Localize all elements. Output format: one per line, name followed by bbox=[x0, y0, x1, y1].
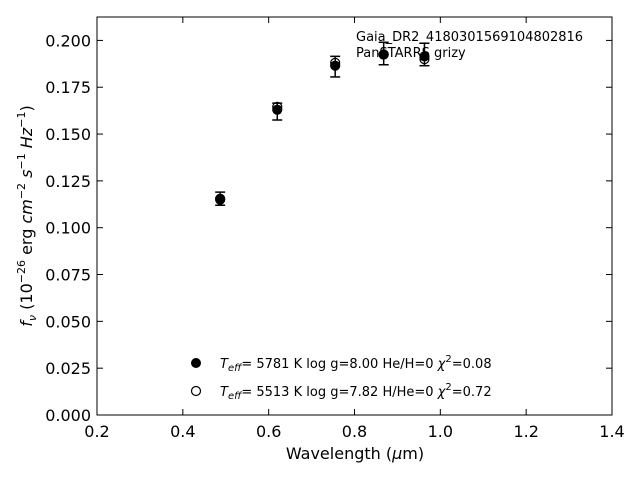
legend: Teff= 5781 K log g=8.00 He/H=0 χ2=0.08 T… bbox=[190, 354, 492, 402]
legend-marker-filled bbox=[191, 358, 201, 368]
y-tick-label: 0.125 bbox=[45, 172, 91, 191]
y-tick-label: 0.075 bbox=[45, 266, 91, 285]
legend-marker-open bbox=[190, 385, 202, 397]
x-tick-label: 1.2 bbox=[513, 422, 538, 441]
y-tick-label: 0.150 bbox=[45, 125, 91, 144]
model-point-open bbox=[419, 54, 430, 65]
y-tick-label: 0.175 bbox=[45, 78, 91, 97]
axis-ticks bbox=[96, 17, 613, 416]
y-tick-label: 0.050 bbox=[45, 312, 91, 331]
y-tick-label: 0.000 bbox=[45, 406, 91, 425]
x-tick-labels: 0.2 0.4 0.6 0.8 1.0 1.2 1.4 bbox=[84, 422, 624, 441]
x-tick-label: 0.4 bbox=[170, 422, 195, 441]
model-point-filled bbox=[330, 60, 341, 71]
x-tick-label: 0.2 bbox=[84, 422, 109, 441]
model-point-open bbox=[215, 193, 226, 204]
data-markers bbox=[215, 49, 430, 205]
legend-entry-1: Teff= 5781 K log g=8.00 He/H=0 χ2=0.08 bbox=[220, 354, 492, 374]
legend-entry-2: Teff= 5513 K log g=7.82 H/He=0 χ2=0.72 bbox=[220, 382, 492, 402]
plot-frame bbox=[96, 16, 613, 416]
x-tick-label: 0.8 bbox=[342, 422, 367, 441]
model-point-open bbox=[378, 49, 389, 60]
model-point-filled bbox=[272, 104, 283, 115]
model-point-filled bbox=[419, 51, 430, 62]
x-tick-label: 1.0 bbox=[428, 422, 453, 441]
y-tick-label: 0.200 bbox=[45, 31, 91, 50]
model-point-open bbox=[272, 101, 283, 113]
y-tick-label: 0.100 bbox=[45, 219, 91, 238]
y-axis-label: fν (10−26 erg cm−2 s−1 Hz−1) bbox=[15, 105, 39, 326]
error-bars bbox=[215, 41, 430, 206]
x-tick-label: 0.6 bbox=[256, 422, 281, 441]
object-annotation: Gaia_DR2_4180301569104802816 bbox=[356, 30, 583, 45]
x-tick-label: 1.4 bbox=[599, 422, 624, 441]
survey-annotation: PanSTARRS grizy bbox=[356, 46, 466, 61]
x-axis-label: Wavelength (μm) bbox=[286, 444, 424, 463]
y-tick-label: 0.025 bbox=[45, 359, 91, 378]
model-point-open bbox=[330, 57, 341, 68]
y-tick-labels: 0.000 0.025 0.050 0.075 0.100 0.125 0.150 0.175… bbox=[45, 31, 91, 425]
